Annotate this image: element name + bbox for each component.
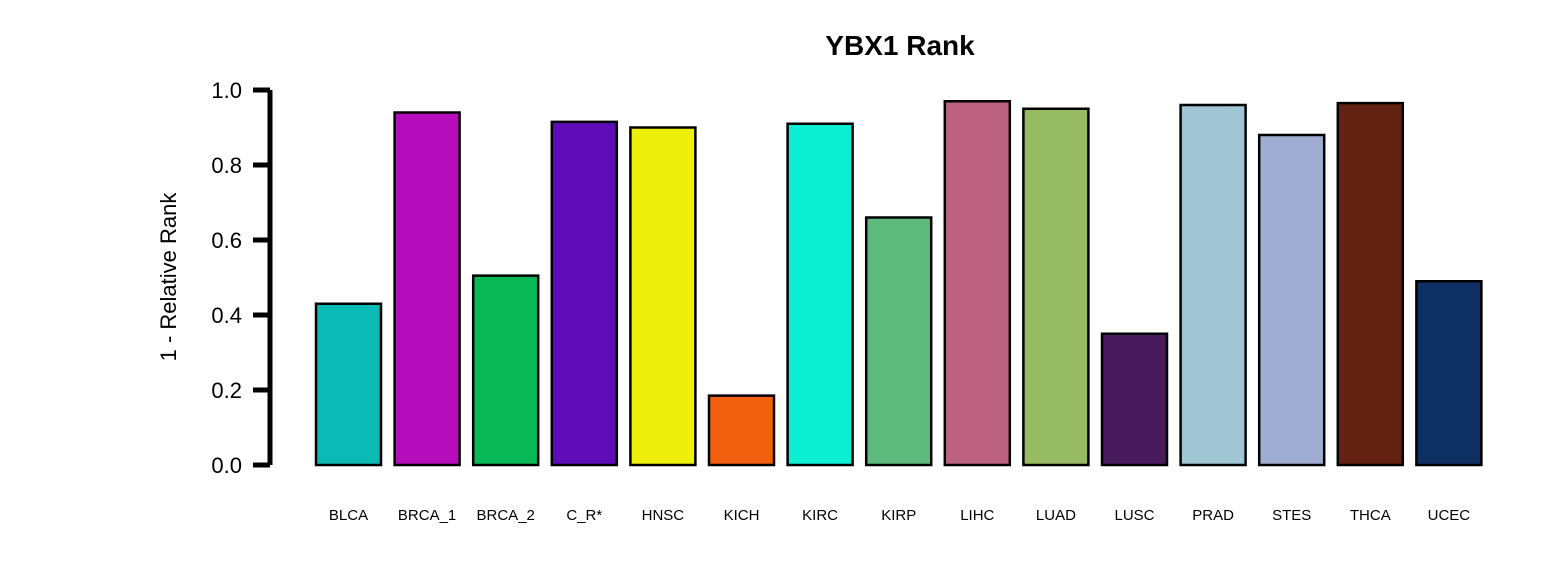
x-tick-label: PRAD	[1192, 507, 1234, 524]
bar-blca	[314, 302, 383, 467]
y-tick-label: 1.0	[211, 78, 242, 103]
y-axis-label: 1 - Relative Rank	[156, 192, 181, 362]
x-tick-label: HNSC	[642, 507, 685, 524]
bar-kirp	[864, 216, 933, 467]
x-tick-label: THCA	[1350, 507, 1391, 524]
x-tick-label: BRCA_1	[398, 507, 456, 524]
chart-title: YBX1 Rank	[825, 30, 975, 61]
x-tick-label: BRCA_2	[477, 507, 535, 524]
bar-kirc	[786, 122, 854, 467]
bar-brca-1	[393, 111, 461, 467]
y-tick-label: 0.4	[211, 303, 242, 328]
x-tick-label: KICH	[724, 507, 760, 524]
x-tick-labels: BLCA BRCA_1 BRCA_2 C_R* HNSC KICH KIRC KIRP LIHC…	[329, 507, 1470, 524]
x-tick-label: LUAD	[1036, 507, 1076, 524]
y-tick-label: 0.2	[211, 378, 242, 403]
bar-thca	[1336, 101, 1405, 467]
x-tick-label: KIRC	[802, 507, 838, 524]
bar-lihc	[943, 100, 1012, 467]
y-tick-label: 0.6	[211, 228, 242, 253]
y-axis: 0.0 0.2 0.4 0.6 0.8 1.0	[211, 78, 273, 478]
bar-luad	[1022, 107, 1090, 467]
bar-stes	[1257, 133, 1326, 467]
bar-kich	[707, 394, 776, 467]
x-tick-label: LIHC	[960, 507, 994, 524]
y-tick-label: 0.0	[211, 453, 242, 478]
bar-c-r	[550, 120, 619, 467]
y-tick-label: 0.8	[211, 153, 242, 178]
x-tick-label: C_R*	[566, 507, 602, 524]
bar-ucec	[1415, 280, 1483, 467]
x-tick-label: BLCA	[329, 507, 368, 524]
bar-prad	[1179, 103, 1247, 467]
bar-lusc	[1100, 332, 1169, 467]
bar-hnsc	[629, 126, 697, 467]
x-tick-label: KIRP	[881, 507, 916, 524]
x-tick-label: UCEC	[1428, 507, 1471, 524]
x-tick-label: STES	[1272, 507, 1311, 524]
bars-group	[314, 100, 1483, 467]
x-tick-label: LUSC	[1114, 507, 1154, 524]
bar-brca-2	[471, 274, 540, 467]
